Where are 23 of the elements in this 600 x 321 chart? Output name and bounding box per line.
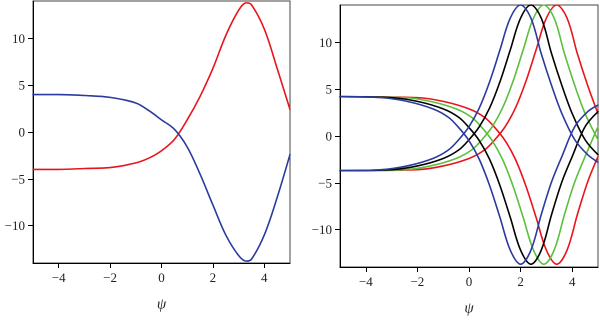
- y-tick-label: 5: [18, 78, 25, 93]
- x-tick-label: 4: [568, 274, 576, 289]
- y-tick-label: −5: [11, 171, 25, 186]
- x-axis-title: ψ: [464, 300, 474, 316]
- y-tick-label: −5: [318, 175, 332, 190]
- y-tick-label: 10: [12, 30, 25, 46]
- x-tick-label: −2: [103, 270, 118, 285]
- line-series: [32, 2, 291, 170]
- x-tick-label: 0: [466, 274, 472, 289]
- y-tick-label: 0: [18, 124, 25, 140]
- y-tick-label: −10: [4, 218, 25, 234]
- y-tick-label: −10: [312, 222, 332, 238]
- x-axis-title: ψ: [156, 296, 167, 312]
- x-tick-label: 0: [158, 270, 165, 285]
- x-tick-label: −4: [52, 270, 66, 285]
- x-tick-label: −4: [358, 274, 374, 289]
- x-tick-label: 4: [261, 270, 268, 285]
- y-tick-label: 5: [326, 82, 332, 97]
- x-tick-label: 2: [517, 274, 524, 289]
- y-tick-label: 0: [326, 128, 332, 144]
- y-tick-label: 10: [319, 34, 332, 50]
- x-tick-label: −2: [410, 274, 424, 289]
- x-tick-label: 2: [210, 270, 216, 285]
